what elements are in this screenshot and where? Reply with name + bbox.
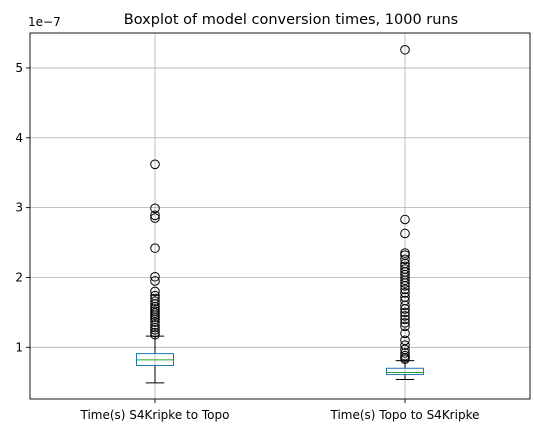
plot-frame <box>29 32 531 400</box>
x-tick-label: Time(s) Topo to S4Kripke <box>330 408 480 422</box>
outlier-point <box>400 288 410 298</box>
outlier-point <box>150 213 160 223</box>
outlier-point <box>400 300 410 311</box>
outlier-point <box>150 243 160 253</box>
box-group <box>386 44 424 380</box>
y-tick-label: 2 <box>15 270 23 284</box>
outlier-point <box>400 254 410 265</box>
outlier-point <box>150 210 160 221</box>
y-tick-label: 3 <box>15 201 23 215</box>
y-tick-label: 4 <box>15 131 23 145</box>
outlier-point <box>150 286 160 297</box>
outlier-point <box>150 159 160 170</box>
box-series <box>136 44 424 384</box>
outlier-point <box>400 321 410 332</box>
outlier-point <box>400 314 410 325</box>
outlier-point <box>400 307 410 318</box>
outlier-point <box>400 328 410 339</box>
outlier-point <box>400 228 410 239</box>
outlier-point <box>400 44 410 55</box>
outlier-point <box>150 296 160 307</box>
outlier-point <box>400 318 410 328</box>
outlier-point <box>400 348 410 358</box>
outlier-point <box>150 203 160 214</box>
outlier-point <box>150 325 160 335</box>
outlier-point <box>150 329 160 340</box>
outlier-point <box>400 354 410 364</box>
grid-lines <box>30 33 530 399</box>
iqr-box <box>386 367 424 376</box>
box-group <box>136 159 174 384</box>
outlier-point <box>150 320 160 330</box>
outlier-point <box>400 281 410 291</box>
outlier-point <box>400 304 410 314</box>
outlier-point <box>400 278 410 288</box>
outlier-point <box>400 284 410 295</box>
axes: 1 2 3 4 5 Time(s) S4Kripke to Topo Time(s) Top… <box>15 32 531 422</box>
outlier-point <box>150 317 160 327</box>
y-axis-offset-label: 1e−7 <box>28 15 61 29</box>
outlier-point <box>400 311 410 321</box>
chart-title: Boxplot of model conversion times, 1000 … <box>124 12 458 28</box>
x-tick-label: Time(s) S4Kripke to Topo <box>80 408 230 422</box>
outlier-point <box>400 340 410 351</box>
outlier-point <box>400 214 410 225</box>
outlier-point <box>150 271 160 282</box>
outlier-point <box>150 276 160 286</box>
y-tick-label: 1 <box>15 340 23 354</box>
y-tick-label: 5 <box>15 61 23 75</box>
